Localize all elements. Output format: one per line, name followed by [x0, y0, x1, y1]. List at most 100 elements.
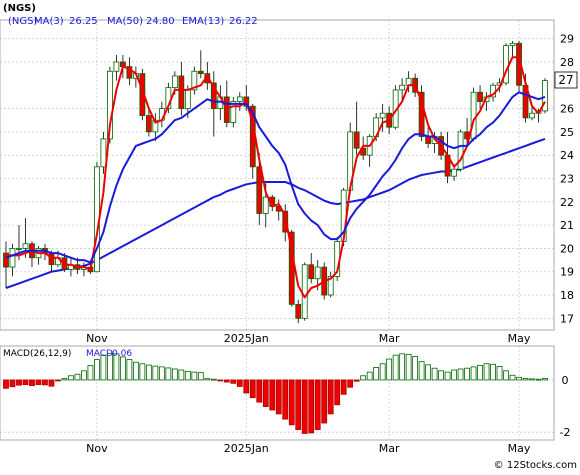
macd-bar	[399, 353, 406, 381]
candle-body	[295, 303, 302, 319]
candle-body	[223, 96, 230, 123]
price-x-tick: May	[508, 332, 531, 345]
macd-bar	[48, 379, 55, 387]
macd-bar	[74, 373, 81, 381]
macd-bar	[379, 363, 386, 381]
macd-bar	[22, 379, 29, 386]
price-y-tick: 24	[560, 149, 574, 162]
macd-bar	[87, 365, 94, 381]
macd-bar	[360, 375, 367, 381]
macd-x-tick: May	[508, 442, 531, 455]
price-y-tick: 17	[560, 312, 574, 325]
candle-body	[282, 210, 289, 233]
candle-body	[48, 252, 55, 266]
macd-bar	[405, 353, 412, 381]
legend-ema13-value: 26.22	[229, 16, 258, 27]
macd-bar	[42, 379, 48, 386]
price-y-tick: 18	[560, 289, 574, 302]
macd-bar	[301, 379, 308, 434]
candle-body	[457, 131, 464, 170]
candle-body	[405, 77, 412, 86]
macd-legend: MACD(26,12,9) MACD 0.06	[3, 349, 132, 359]
macd-bar	[132, 361, 139, 381]
price-y-tick: 21	[560, 219, 574, 232]
candle-body	[191, 70, 198, 91]
macd-bar	[256, 379, 263, 403]
candle-body	[236, 96, 243, 102]
macd-bar	[327, 379, 334, 415]
macd-title: MACD(26,12,9)	[3, 349, 71, 359]
macd-y-axis: -2 0	[560, 374, 571, 439]
candle-body	[418, 91, 425, 137]
macd-bar	[366, 371, 373, 381]
macd-bar	[418, 361, 425, 381]
macd-bar	[522, 377, 529, 381]
price-y-tick: 25	[560, 126, 574, 139]
macd-bar	[165, 367, 172, 381]
price-y-tick: 22	[560, 196, 574, 209]
macd-bar	[152, 365, 159, 381]
candle-body	[22, 243, 29, 249]
macd-bar	[431, 367, 438, 381]
candle-body	[171, 75, 178, 88]
macd-bar	[107, 352, 113, 381]
candle-body	[451, 168, 457, 177]
macd-bar	[334, 379, 341, 406]
macd-bar	[542, 377, 548, 381]
candle-body	[379, 112, 386, 119]
candle-body	[210, 82, 217, 109]
macd-bar	[210, 378, 217, 381]
macd-bar	[392, 354, 399, 381]
ma3-line	[6, 56, 546, 299]
candle-body	[3, 252, 9, 268]
macd-bar	[29, 379, 35, 387]
macd-bar	[386, 358, 393, 381]
macd-bar	[230, 379, 237, 384]
macd-bar	[243, 379, 250, 394]
candle-body	[126, 66, 133, 79]
candle-body	[9, 248, 16, 268]
candle-body	[145, 115, 152, 133]
candle-body	[470, 91, 477, 140]
macd-bar	[35, 379, 42, 386]
legend-title-copy: (NGS)	[8, 16, 37, 27]
macd-bar	[68, 375, 74, 381]
price-y-tick: 29	[560, 33, 574, 46]
macd-bar	[353, 379, 360, 382]
candle-body	[308, 264, 315, 280]
ema13-series	[5, 91, 546, 264]
macd-bar	[438, 370, 444, 381]
macd-bar	[373, 367, 380, 381]
macd-value: 0.06	[112, 349, 132, 359]
candle-body	[509, 42, 516, 47]
macd-label: MACD	[86, 349, 113, 359]
macd-bar	[204, 378, 211, 381]
macd-bar	[9, 379, 16, 388]
macd-bar	[236, 379, 243, 387]
macd-bar	[61, 378, 68, 381]
price-y-tick: 23	[560, 172, 574, 185]
macd-bar	[308, 379, 315, 434]
macd-bar	[425, 364, 432, 381]
macd-bar	[347, 379, 354, 388]
macd-bar	[275, 379, 282, 415]
macd-bar	[444, 371, 451, 381]
macd-x-tick: 2025Jan	[224, 442, 269, 455]
macd-bar	[509, 374, 516, 381]
price-x-axis: Nov2025JanMarMayJulSep	[86, 332, 531, 345]
macd-bar	[451, 369, 457, 381]
macd-bar	[496, 365, 503, 381]
candle-body	[230, 101, 237, 123]
macd-bar	[295, 379, 302, 430]
candle-body	[262, 196, 269, 214]
candle-body	[256, 166, 263, 214]
macd-bar	[113, 353, 120, 381]
candle-body	[100, 138, 107, 168]
macd-bar	[464, 367, 470, 381]
legend-ma50-label: MA(50)	[107, 16, 143, 27]
macd-bar	[282, 379, 289, 420]
price-y-tick: 26	[560, 103, 574, 116]
macd-bar	[16, 379, 22, 386]
macd-bar	[516, 376, 522, 381]
